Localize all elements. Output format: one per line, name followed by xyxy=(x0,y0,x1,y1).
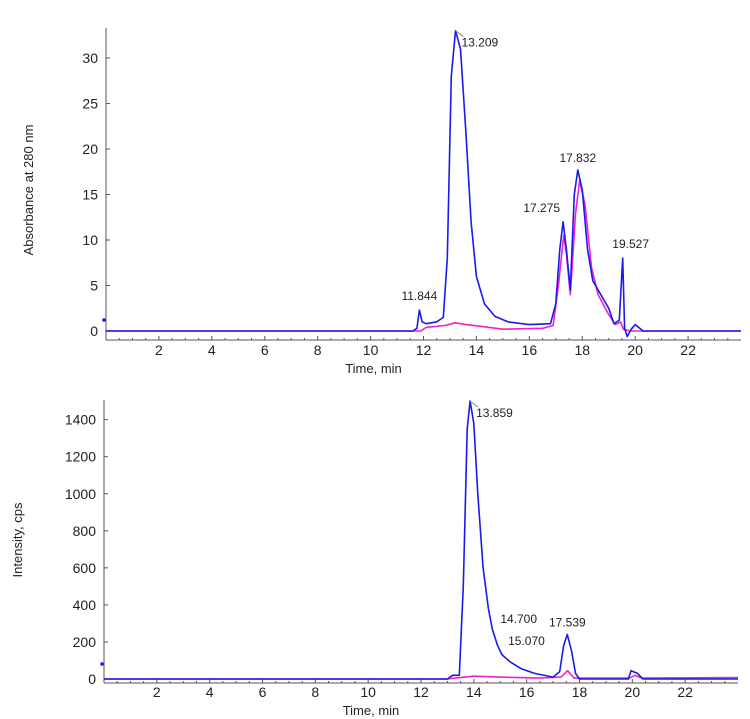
x-tick-label: 8 xyxy=(314,342,322,358)
y-tick-label: 1200 xyxy=(65,449,96,465)
x-tick-label: 22 xyxy=(680,342,696,358)
x-tick-label: 6 xyxy=(259,684,267,700)
x-tick-label: 10 xyxy=(363,342,379,358)
peak-annotation: 13.209 xyxy=(461,36,498,50)
y-tick-label: 25 xyxy=(82,96,98,112)
series-line-magenta xyxy=(106,180,741,332)
chart-panel-2: 2 4 6 8 10 12 14 16 18 20 22 0 200 400 600 800 1000 1200 1… xyxy=(10,400,739,718)
y-tick-label: 30 xyxy=(82,50,98,66)
y-tick-label: 5 xyxy=(90,278,98,294)
x-tick-label: 2 xyxy=(153,684,161,700)
marker-icon xyxy=(100,662,104,666)
x-tick-label: 14 xyxy=(469,342,485,358)
y-tick-label: 800 xyxy=(73,523,97,539)
peak-annotation: 17.275 xyxy=(523,201,560,215)
series-line-magenta xyxy=(104,669,739,680)
x-tick-label: 8 xyxy=(311,684,319,700)
x-tick-label: 14 xyxy=(466,684,482,700)
y-tick-label: 400 xyxy=(73,597,97,613)
x-tick-label: 20 xyxy=(627,342,643,358)
y-tick-label: 15 xyxy=(82,187,98,203)
peak-annotation: 11.844 xyxy=(401,289,437,303)
x-tick-label: 18 xyxy=(572,684,588,700)
y-tick-label: 10 xyxy=(82,232,98,248)
y-tick-label: 0 xyxy=(88,671,96,687)
chart-panel-1: 2 4 6 8 10 12 14 16 18 20 22 0 5 10 15 20 25 30 Time, min A… xyxy=(21,28,741,376)
x-tick-label: 4 xyxy=(206,684,214,700)
x-tick-label: 22 xyxy=(677,684,693,700)
x-tick-label: 20 xyxy=(625,684,641,700)
x-tick-label: 6 xyxy=(261,342,269,358)
x-tick-label: 10 xyxy=(360,684,376,700)
x-tick-label: 4 xyxy=(208,342,216,358)
annotation-leader xyxy=(469,400,479,408)
marker-icon xyxy=(102,318,106,322)
peak-annotation: 14.700 xyxy=(500,612,537,626)
x-axis-label: Time, min xyxy=(345,361,402,376)
y-tick-label: 0 xyxy=(90,323,98,339)
annotation-leader xyxy=(455,30,464,38)
peak-annotation: 15.070 xyxy=(508,634,545,648)
x-tick-label: 16 xyxy=(519,684,535,700)
x-tick-label: 16 xyxy=(522,342,538,358)
series-line-blue xyxy=(106,29,741,338)
y-tick-label: 1400 xyxy=(65,412,96,428)
x-tick-label: 2 xyxy=(155,342,163,358)
peak-annotation: 17.539 xyxy=(549,616,586,630)
series-line-blue xyxy=(104,400,738,680)
y-tick-label: 1000 xyxy=(65,486,96,502)
peak-annotation: 17.832 xyxy=(559,151,596,165)
peak-annotation: 19.527 xyxy=(612,237,649,251)
y-axis-label: Intensity, cps xyxy=(10,502,25,577)
y-axis-label: Absorbance at 280 nm xyxy=(21,125,36,256)
y-tick-label: 600 xyxy=(73,560,97,576)
peak-annotation: 13.859 xyxy=(476,406,513,420)
x-tick-label: 12 xyxy=(413,684,429,700)
x-axis-label: Time, min xyxy=(343,703,400,718)
x-tick-label: 18 xyxy=(574,342,590,358)
y-tick-label: 20 xyxy=(82,141,98,157)
x-tick-label: 12 xyxy=(416,342,432,358)
y-tick-label: 200 xyxy=(73,634,97,650)
